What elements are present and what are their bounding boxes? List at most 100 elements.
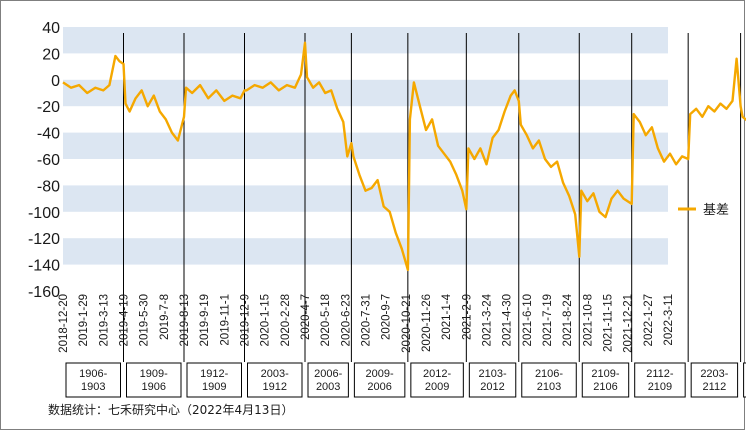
- x-tick-label: 2021-10-8: [582, 294, 594, 346]
- x-tick-label: 2021-12-21: [623, 294, 635, 353]
- x-tick-label: 2021-6-10: [522, 294, 534, 346]
- contract-box: 1906-1903: [65, 362, 121, 398]
- contract-box-label: 2106: [593, 381, 617, 393]
- y-tick-label: -20: [37, 99, 60, 116]
- y-tick-label: 20: [42, 46, 60, 63]
- contract-box-label: 2103-: [478, 368, 506, 380]
- x-tick-label: 2021-1-4: [441, 293, 453, 340]
- x-tick-label: 2020-6-23: [340, 294, 352, 346]
- contract-box-frame: [581, 362, 630, 398]
- contract-box-frame: [743, 362, 746, 398]
- contract-box: 1912-1909: [186, 362, 242, 398]
- x-tick-label: 2020-5-18: [320, 294, 332, 346]
- contract-box-label: 2006-: [314, 368, 342, 380]
- x-tick-label: 2019-3-13: [98, 294, 110, 346]
- contract-box-label: 1912-: [200, 368, 228, 380]
- x-axis: 2018-12-20 2019-1-29 2019-3-13 2019-4-19 201…: [58, 293, 675, 352]
- contract-box-label: 1903: [81, 381, 105, 393]
- y-axis: 40 20 0 -20 -40 -60 -80 -100 -120 -140 -160: [28, 20, 60, 301]
- contract-box-label: 1909-: [140, 368, 168, 380]
- x-tick-label: 2019-5-30: [139, 294, 151, 346]
- y-tick-label: -40: [37, 126, 60, 143]
- contract-box-frame: [126, 362, 182, 398]
- contract-box-label: 1909: [202, 381, 226, 393]
- grid-band: [63, 27, 668, 54]
- contract-boxes: 1906-19031909-19061912-19092003-19122006…: [65, 362, 746, 398]
- contract-box-label: 1906: [142, 381, 166, 393]
- contract-box-label: 2112-: [646, 368, 674, 380]
- grid-bands: [63, 27, 668, 265]
- contract-box-label: 2109: [648, 381, 672, 393]
- x-tick-label: 2020-4-7: [300, 294, 312, 340]
- x-tick-label: 2020-9-7: [381, 294, 393, 340]
- contract-box: 2206-2203: [743, 362, 746, 398]
- y-tick-label: 0: [51, 73, 60, 90]
- grid-band: [63, 132, 668, 159]
- contract-box-frame: [521, 362, 577, 398]
- contract-box: 2109-2106: [581, 362, 630, 398]
- contract-box-label: 2006: [367, 381, 391, 393]
- x-tick-label: 2019-12-9: [240, 294, 252, 346]
- contract-box-label: 2103: [537, 381, 561, 393]
- contract-box: 2006-2003: [307, 362, 349, 398]
- contract-box: 1909-1906: [126, 362, 182, 398]
- grid-band: [63, 238, 668, 265]
- series-layer: [62, 41, 746, 272]
- contract-box: 2012-2009: [410, 362, 464, 398]
- x-tick-label: 2022-3-11: [663, 294, 675, 346]
- contract-box-label: 2203-: [700, 368, 728, 380]
- contract-box-frame: [410, 362, 464, 398]
- contract-box-frame: [690, 362, 739, 398]
- y-tick-label: -100: [28, 205, 60, 222]
- y-tick-label: -80: [37, 178, 60, 195]
- contract-box: 2003-1912: [247, 362, 303, 398]
- x-tick-label: 2020-2-28: [280, 294, 292, 346]
- x-tick-label: 2019-8-13: [179, 294, 191, 346]
- source-note: 数据统计：七禾研究中心（2022年4月13日）: [48, 402, 293, 417]
- contract-box: 2103-2012: [468, 362, 517, 398]
- x-tick-label: 2019-9-19: [199, 294, 211, 346]
- contract-box: 2203-2112: [690, 362, 739, 398]
- contract-box-frame: [634, 362, 686, 398]
- x-tick-label: 2019-7-8: [159, 294, 171, 340]
- x-tick-label: 2022-1-27: [643, 294, 655, 346]
- x-tick-label: 2021-7-19: [542, 294, 554, 346]
- legend-label-basis: 基差: [703, 203, 729, 218]
- x-tick-label: 2020-7-31: [361, 294, 373, 346]
- x-tick-label: 2019-11-1: [219, 294, 231, 346]
- contract-box-label: 2112: [703, 381, 727, 393]
- contract-box-frame: [186, 362, 242, 398]
- y-tick-label: -120: [28, 231, 60, 248]
- contract-box-frame: [353, 362, 406, 398]
- grid-band: [63, 79, 668, 107]
- x-tick-label: 2021-2-9: [461, 294, 473, 340]
- contract-box-label: 2009: [425, 381, 449, 393]
- contract-box: 2009-2006: [353, 362, 406, 398]
- x-tick-label: 2021-8-24: [562, 293, 574, 346]
- contract-box-label: 2003-: [261, 368, 289, 380]
- x-tick-label: 2018-12-20: [58, 294, 70, 353]
- contract-box: 2112-2109: [634, 362, 686, 398]
- contract-box-label: 2012-: [423, 368, 451, 380]
- x-tick-label: 2021-3-24: [482, 293, 494, 346]
- contract-box-label: 1912: [263, 381, 287, 393]
- series-line-basis: [62, 41, 746, 272]
- legend: 基差: [678, 203, 729, 218]
- x-tick-label: 2020-1-15: [260, 294, 272, 346]
- y-tick-label: -160: [28, 284, 60, 301]
- y-tick-label: -60: [37, 152, 60, 169]
- x-tick-label: 2019-4-19: [119, 294, 131, 346]
- contract-box-label: 2106-: [535, 368, 563, 380]
- x-tick-label: 2021-11-15: [603, 294, 615, 352]
- contract-box-label: 2109-: [591, 368, 619, 380]
- contract-box-label: 2003: [316, 381, 340, 393]
- x-tick-label: 2020-11-26: [421, 294, 433, 352]
- contract-box-frame: [468, 362, 517, 398]
- contract-box-label: 2012: [480, 381, 504, 393]
- contract-box-label: 1906-: [79, 368, 107, 380]
- contract-box-frame: [65, 362, 121, 398]
- x-tick-label: 2020-10-21: [401, 294, 413, 353]
- y-tick-label: 40: [42, 20, 60, 37]
